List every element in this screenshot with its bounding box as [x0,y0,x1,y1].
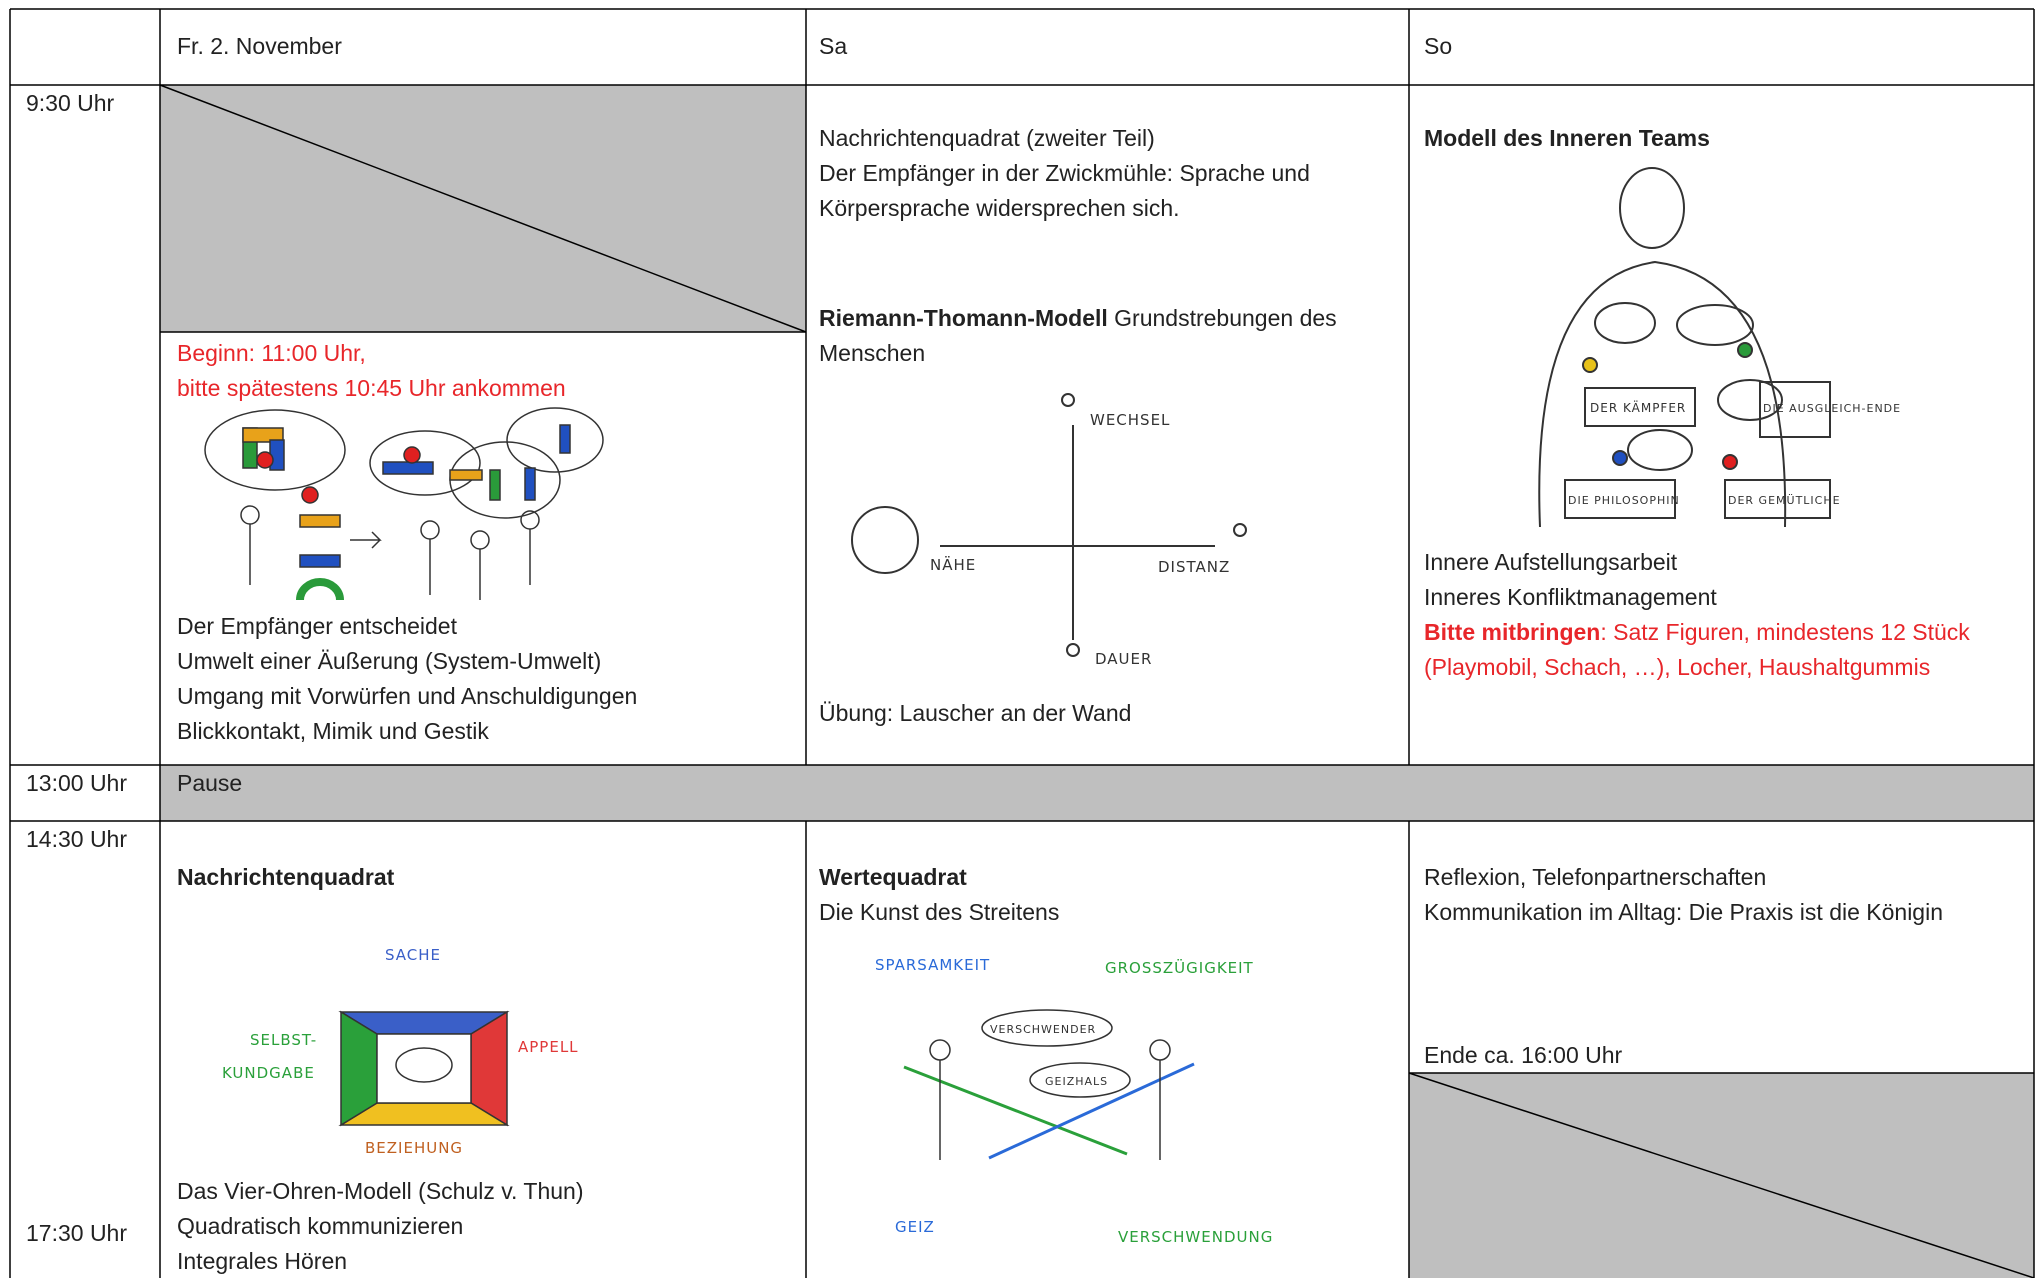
time-label: 14:30 Uhr [26,826,128,852]
topic: Das Vier-Ohren-Modell (Schulz v. Thun) [177,1178,584,1204]
sketch-label: WECHSEL [1090,411,1170,429]
topic: Nachrichtenquadrat (zweiter Teil) [819,125,1155,151]
model-text: Grundstrebungen des Menschen [819,305,1337,366]
sketch-label: SELBST- [250,1031,317,1049]
topic-list: Das Vier-Ohren-Modell (Schulz v. Thun) Q… [177,1174,584,1279]
sketch-inner-team-labels: DER KÄMPFER DIE AUSGLEICH-ENDE DIE PHILO… [1568,400,1901,507]
topic: Kommunikation im Alltag: Die Praxis ist … [1424,899,1944,925]
topic: Integrales Hören [177,1248,348,1274]
topic: Der Empfänger in der Zwickmühle: Sprache… [819,160,1310,221]
topic: Innere Aufstellungsarbeit [1424,549,1678,575]
topic: Reflexion, Telefonpartnerschaften [1424,864,1767,890]
note-line: Beginn: 11:00 Uhr, [177,340,366,366]
section-subtitle: Die Kunst des Streitens [819,899,1060,925]
sketch-label: VERSCHWENDUNG [1118,1228,1273,1246]
day-header: So [1424,33,1453,59]
sketch-label: DAUER [1095,650,1152,668]
slot-diagonal [1408,1072,2035,1278]
sketch-label: GEIZ [895,1218,935,1236]
model-line: Riemann-Thomann-Modell Grundstrebungen d… [819,301,1399,371]
sketch-label: BEZIEHUNG [365,1139,463,1157]
end-note: Ende ca. 16:00 Uhr [1424,1042,1623,1068]
time-label: 13:00 Uhr [26,770,128,796]
day-header: Sa [819,33,848,59]
sketch-label: GROSSZÜGIGKEIT [1105,958,1254,977]
sketch-values [903,1009,1195,1160]
sketch-label: NÄHE [930,555,976,574]
sketch-label: APPELL [518,1038,579,1056]
topic: Umwelt einer Äußerung (System-Umwelt) [177,648,602,674]
topic-list: Reflexion, Telefonpartnerschaften Kommun… [1424,860,1984,930]
topic-list: Nachrichtenquadrat (zweiter Teil) Der Em… [819,121,1394,226]
section-title: Modell des Inneren Teams [1424,125,1710,151]
sketch-square [338,1010,510,1127]
section-title: Wertequadrat [819,864,967,890]
sketch-label: SPARSAMKEIT [875,956,990,974]
sketch-inner-team [1538,167,1831,528]
section: Wertequadrat Die Kunst des Streitens [819,860,1059,930]
topic: Umgang mit Vorwürfen und Anschuldigungen [177,683,638,709]
sketch-label: VERSCHWENDER [990,1023,1096,1036]
sketch-label: DIE AUSGLEICH-ENDE [1763,402,1901,415]
topic: Blickkontakt, Mimik und Gestik [177,718,489,744]
topic-list: Innere Aufstellungsarbeit Inneres Konfli… [1424,545,2019,685]
slot-diagonal [159,84,807,333]
sketch-label: GEIZHALS [1045,1075,1108,1088]
sketch-values-labels: SPARSAMKEIT GROSSZÜGIGKEIT VERSCHWENDER … [875,956,1273,1246]
sketch-riemann-labels: WECHSEL NÄHE DISTANZ DAUER [930,411,1230,668]
sketch-riemann [851,393,1247,657]
sketch-label: DISTANZ [1158,558,1230,576]
model-title: Riemann-Thomann-Modell [819,305,1108,331]
start-note: Beginn: 11:00 Uhr, bitte spätestens 10:4… [177,336,566,406]
time-label: 9:30 Uhr [26,90,115,116]
pause-label: Pause [177,770,243,796]
sketch-square-labels: SACHE SELBST- KUNDGABE APPELL BEZIEHUNG [222,946,579,1157]
sketch-label: SACHE [385,946,441,964]
bring-note: Bitte mitbringen: Satz Figuren, mindeste… [1424,615,2019,685]
topic: Inneres Konfliktmanagement [1424,584,1717,610]
sketch-receiver [204,407,604,601]
section-title: Nachrichtenquadrat [177,864,395,890]
topic-list: Der Empfänger entscheidet Umwelt einer Ä… [177,609,637,749]
borders [9,8,2035,1278]
bring-text: : Satz Figuren, mindestens 12 Stück (Pla… [1424,619,1970,680]
topic: Der Empfänger entscheidet [177,613,457,639]
sketch-label: DIE PHILOSOPHIN [1568,494,1680,507]
time-label: 17:30 Uhr [26,1220,128,1246]
sketch-label: DER GEMÜTLICHE [1728,494,1841,507]
exercise: Übung: Lauscher an der Wand [819,700,1132,726]
topic: Quadratisch kommunizieren [177,1213,464,1239]
sketch-label: DER KÄMPFER [1590,400,1686,415]
bring-label: Bitte mitbringen [1424,619,1601,645]
pause-row [160,765,2034,821]
note-line: bitte spätestens 10:45 Uhr ankommen [177,375,566,401]
day-header: Fr. 2. November [177,33,342,59]
sketch-label: KUNDGABE [222,1064,315,1082]
